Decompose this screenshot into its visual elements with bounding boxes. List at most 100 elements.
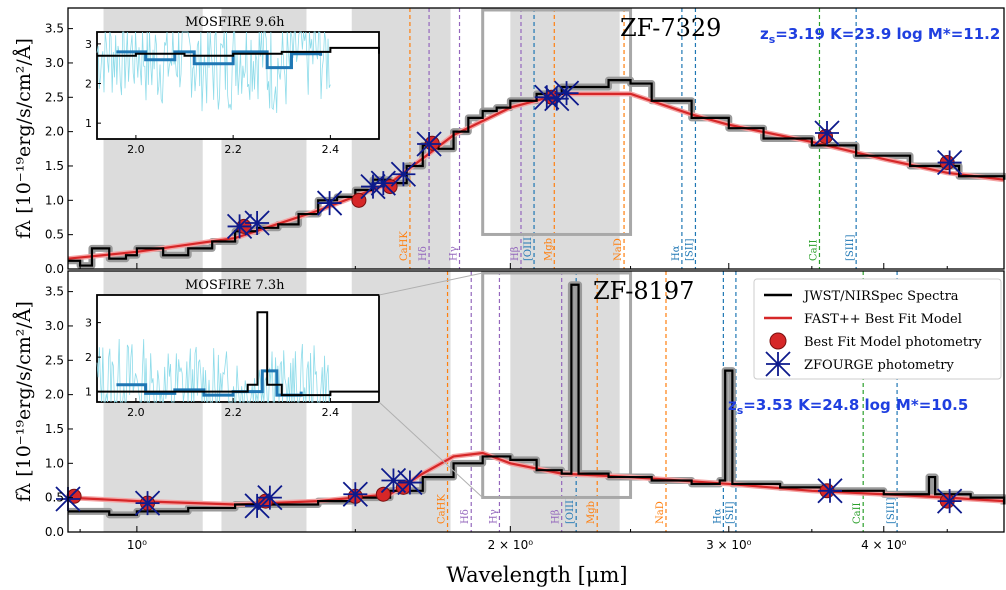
raw-mosfire-spectrum bbox=[96, 31, 331, 113]
spectral-line-label: CaII bbox=[808, 239, 819, 261]
y-tick-label: 0.5 bbox=[45, 228, 64, 242]
spectral-line-label: Hγ bbox=[488, 509, 499, 524]
inset-x-tick-label: 2.0 bbox=[127, 406, 145, 419]
spectral-line-label: [SII] bbox=[725, 501, 736, 524]
zfourge-photometry-point bbox=[316, 190, 343, 216]
zoom-connector bbox=[378, 401, 484, 499]
legend-frame bbox=[753, 278, 1002, 380]
meta-values: =3.53 K=24.8 log M*=10.5 bbox=[743, 396, 968, 414]
y-tick-label: 3.0 bbox=[45, 56, 64, 70]
panels-layer: CaHK Hδ Hγ Hβ [OIII] Mgb NaD Hα [SII] CaII [SIII]0… bbox=[13, 7, 1006, 552]
x-tick-label: 10⁰ bbox=[127, 538, 147, 552]
nirspec-spectrum-line bbox=[68, 283, 1006, 516]
spectral-line-label: NaD bbox=[655, 501, 666, 524]
zfourge-photometry-point bbox=[244, 210, 270, 236]
spectral-line-label: [SIII] bbox=[886, 497, 897, 524]
object-name: ZF-7329 bbox=[620, 14, 721, 42]
spectral-line-label: Hα bbox=[712, 508, 723, 524]
spectral-line-label: Hα bbox=[671, 245, 682, 261]
spectral-line-label: Hγ bbox=[449, 246, 460, 261]
y-tick-label: 2.5 bbox=[45, 90, 64, 104]
zfourge-photometry-point bbox=[936, 488, 963, 514]
fast-model-line bbox=[67, 451, 1005, 506]
inset-x-tick-label: 2.0 bbox=[127, 143, 145, 156]
inset-y-tick-label: 2 bbox=[85, 78, 92, 91]
telluric-band bbox=[510, 8, 620, 269]
meta-z-sub: s bbox=[737, 404, 744, 417]
y-tick-label: 1.0 bbox=[45, 193, 64, 207]
zfourge-photometry-point bbox=[226, 213, 253, 240]
zfourge-photometry-point bbox=[390, 161, 417, 187]
inset-x-tick-label: 2.4 bbox=[322, 143, 340, 156]
zfourge-photometry-point bbox=[817, 478, 843, 504]
y-tick-label: 3.5 bbox=[45, 22, 64, 36]
legend-label: Best Fit Model photometry bbox=[804, 335, 982, 350]
zoom-box bbox=[481, 271, 633, 499]
meta-values: =3.19 K=23.9 log M*=11.2 bbox=[775, 25, 1000, 43]
y-tick-label: 1.5 bbox=[45, 159, 64, 173]
zfourge-photometry-point bbox=[342, 481, 368, 507]
spectral-line-label: Mgb bbox=[586, 501, 597, 524]
meta-z: z bbox=[760, 25, 769, 43]
zfourge-photometry-point bbox=[534, 84, 560, 110]
y-tick-label: 1.0 bbox=[45, 456, 64, 470]
spectral-line-label: [OIII] bbox=[523, 233, 534, 261]
object-meta: zs=3.19 K=23.9 log M*=11.2 bbox=[760, 25, 1000, 46]
inset-x-tick-label: 2.4 bbox=[322, 406, 340, 419]
x-tick-label: 3 × 10⁰ bbox=[706, 538, 752, 552]
inset-x-tick-label: 2.2 bbox=[224, 406, 242, 419]
inset-y-tick-label: 3 bbox=[85, 317, 92, 330]
zfourge-photometry-point bbox=[553, 80, 580, 106]
y-tick-label: 0.0 bbox=[45, 262, 64, 276]
meta-z: z bbox=[728, 396, 737, 414]
zfourge-photometry-point bbox=[257, 485, 283, 511]
legend-label: ZFOURGE photometry bbox=[804, 358, 954, 373]
y-axis-label: fλ [10⁻¹⁹erg/s/cm²/Å] bbox=[13, 301, 35, 502]
object-name: ZF-8197 bbox=[593, 277, 694, 305]
spectral-line-label: [SII] bbox=[684, 238, 695, 261]
spectral-line-label: Hδ bbox=[418, 246, 429, 261]
zfourge-photometry-point bbox=[134, 490, 161, 516]
binned-mosfire-spectrum bbox=[116, 369, 303, 397]
inset-y-tick-label: 1 bbox=[85, 386, 92, 399]
legend-label: JWST/NIRSpec Spectra bbox=[802, 289, 959, 304]
x-tick-label: 2 × 10⁰ bbox=[488, 538, 534, 552]
zfourge-photometry-point bbox=[244, 493, 270, 519]
legend-label: FAST++ Best Fit Model bbox=[804, 312, 962, 327]
spectral-line-label: Hβ bbox=[510, 246, 521, 261]
spectral-line-label: CaHK bbox=[399, 231, 410, 261]
spectral-line-label: NaD bbox=[613, 238, 624, 261]
spectral-line-label: Hδ bbox=[460, 509, 471, 524]
x-tick-label: 4 × 10⁰ bbox=[861, 538, 907, 552]
legend-swatch bbox=[769, 332, 787, 350]
zoom-connector bbox=[378, 272, 483, 296]
y-tick-label: 2.0 bbox=[45, 125, 64, 139]
spectral-line-label: [SIII] bbox=[845, 234, 856, 261]
inset-y-tick-label: 3 bbox=[85, 38, 92, 51]
telluric-band bbox=[510, 271, 620, 532]
inset-nirspec-spectrum bbox=[97, 46, 380, 57]
panel-frame bbox=[67, 7, 1005, 270]
y-tick-label: 2.5 bbox=[45, 353, 64, 367]
zfourge-photometry-point bbox=[936, 149, 963, 176]
binned-mosfire-spectrum bbox=[116, 50, 323, 70]
inset-y-tick-label: 1 bbox=[85, 117, 92, 130]
legend: JWST/NIRSpec Spectra FAST++ Best Fit Mode… bbox=[753, 278, 1002, 380]
mosfire-inset: MOSFIRE 9.6h 2.0 2.2 2.4 1 2 3 bbox=[85, 15, 380, 156]
legend-swatch bbox=[765, 351, 791, 377]
spectral-line-label: Mgb bbox=[543, 238, 554, 261]
zfourge-photometry-point bbox=[544, 86, 570, 112]
zfourge-photometry-point bbox=[814, 120, 840, 146]
zfourge-photometry-point bbox=[380, 467, 407, 494]
inset-x-tick-label: 2.2 bbox=[224, 143, 242, 156]
inset-title: MOSFIRE 7.3h bbox=[185, 278, 285, 293]
y-tick-label: 0.5 bbox=[45, 491, 64, 505]
y-tick-label: 0.0 bbox=[45, 525, 64, 539]
model-photometry-point bbox=[375, 486, 391, 502]
mosfire-inset: MOSFIRE 7.3h 2.0 2.2 2.4 1 2 3 bbox=[85, 278, 380, 419]
y-tick-label: 2.0 bbox=[45, 388, 64, 402]
meta-z-sub: s bbox=[769, 33, 776, 46]
y-tick-label: 3.0 bbox=[45, 319, 64, 333]
inset-y-tick-label: 2 bbox=[85, 351, 92, 364]
